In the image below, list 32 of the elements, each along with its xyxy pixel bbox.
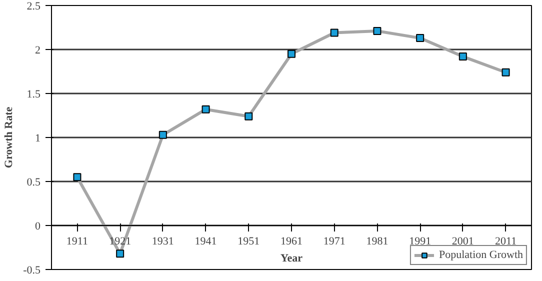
point xyxy=(288,50,296,58)
x-tick-label: 1971 xyxy=(323,236,346,248)
point xyxy=(244,112,253,120)
x-tick-label: 1981 xyxy=(366,236,388,248)
y-tick-label: 1 xyxy=(35,132,40,144)
point xyxy=(73,173,82,182)
point xyxy=(158,130,167,139)
y-tick-label: 2 xyxy=(35,44,40,56)
x-tick-label: 1911 xyxy=(66,236,88,248)
x-tick-label: 1931 xyxy=(152,236,174,248)
point xyxy=(502,68,510,76)
point xyxy=(330,28,338,37)
legend-label: Population Growth xyxy=(438,249,523,261)
y-tick-label: 0 xyxy=(35,220,41,232)
point xyxy=(202,105,210,114)
x-tick-label: 1921 xyxy=(109,236,132,248)
point xyxy=(373,27,382,36)
point xyxy=(116,250,124,258)
x-tick-label: 1991 xyxy=(409,236,432,248)
y-tick-label: -0.5 xyxy=(23,264,41,276)
x-tick-label: 2001 xyxy=(452,236,474,248)
point xyxy=(458,52,467,61)
x-tick-label: 1941 xyxy=(194,236,217,248)
y-axis-title: Growth Rate xyxy=(3,106,16,168)
y-tick-label: 2.5 xyxy=(26,0,41,12)
point xyxy=(416,34,424,42)
x-axis-title: Year xyxy=(280,252,303,264)
x-tick-label: 2011 xyxy=(494,236,517,248)
y-tick-label: 1.5 xyxy=(26,88,41,100)
y-tick-label: 0.5 xyxy=(26,176,41,188)
x-tick-label: 1961 xyxy=(280,236,302,248)
x-tick-label: 1951 xyxy=(238,236,260,248)
